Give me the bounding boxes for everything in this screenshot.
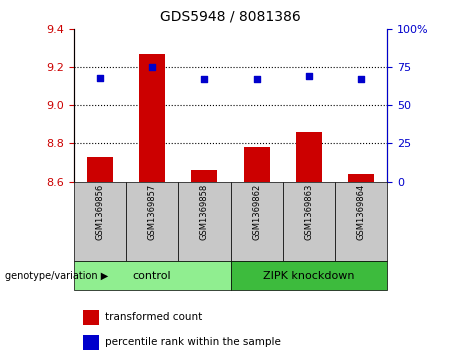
Text: control: control [133, 271, 171, 281]
Text: GSM1369862: GSM1369862 [252, 184, 261, 240]
Bar [139, 54, 165, 182]
Point [96, 75, 104, 81]
Text: GSM1369858: GSM1369858 [200, 184, 209, 240]
Text: ZIPK knockdown: ZIPK knockdown [263, 271, 355, 281]
Bar [191, 170, 218, 182]
Text: GSM1369863: GSM1369863 [304, 184, 313, 240]
Bar [335, 182, 387, 261]
Point [253, 77, 260, 82]
Text: GSM1369856: GSM1369856 [95, 184, 104, 240]
Text: percentile rank within the sample: percentile rank within the sample [105, 337, 281, 347]
Point [305, 73, 313, 79]
Bar [83, 310, 99, 325]
Text: genotype/variation ▶: genotype/variation ▶ [5, 271, 108, 281]
Point [201, 77, 208, 82]
Bar [348, 174, 374, 182]
Text: GSM1369857: GSM1369857 [148, 184, 157, 240]
Bar [87, 157, 113, 182]
Bar [178, 182, 230, 261]
Text: GSM1369864: GSM1369864 [357, 184, 366, 240]
Bar [83, 335, 99, 350]
Bar [126, 182, 178, 261]
Bar [283, 182, 335, 261]
Bar [74, 182, 126, 261]
Point [357, 77, 365, 82]
Bar [230, 182, 283, 261]
Bar [74, 261, 230, 290]
Bar [230, 261, 387, 290]
Point [148, 64, 156, 70]
Text: transformed count: transformed count [105, 313, 202, 322]
Bar [296, 132, 322, 182]
Bar [243, 147, 270, 182]
Text: GDS5948 / 8081386: GDS5948 / 8081386 [160, 9, 301, 23]
